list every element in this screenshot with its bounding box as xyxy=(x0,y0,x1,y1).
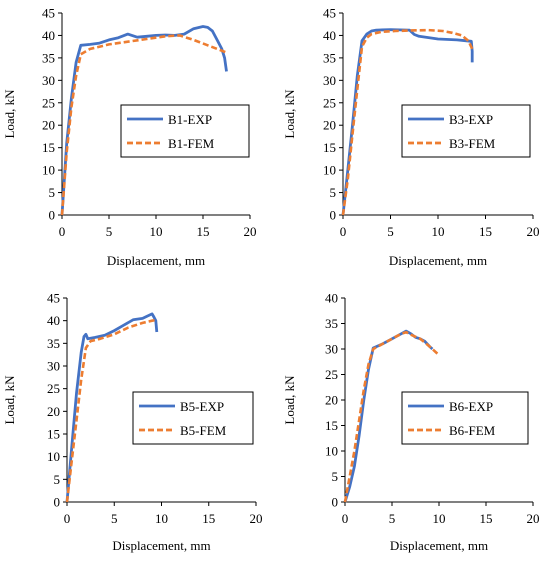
x-tick-label: 20 xyxy=(527,224,540,239)
chart-panel-1: 0 5 10 15 20 25 30 35 40 45 0 5 10 15 20 Displacement, … xyxy=(2,6,257,269)
x-axis-label: Displacement, mm xyxy=(390,538,488,553)
y-tick-label: 5 xyxy=(49,185,56,200)
legend: B1-EXP B1-FEM xyxy=(120,104,250,158)
y-tick-label: 35 xyxy=(323,50,336,65)
y-tick-label: 10 xyxy=(42,163,55,178)
series-line-b5-fem xyxy=(65,318,158,503)
y-axis-label: Load, kN xyxy=(282,89,297,139)
legend-label: B5-EXP xyxy=(180,399,224,414)
y-tick-label: 20 xyxy=(323,118,336,133)
x-tick-label: 20 xyxy=(527,511,540,526)
y-tick-label: 30 xyxy=(325,342,338,357)
y-tick-label: 10 xyxy=(47,449,60,464)
legend-label: B1-EXP xyxy=(168,112,212,127)
x-tick-label: 20 xyxy=(250,511,263,526)
x-tick-label: 10 xyxy=(432,224,445,239)
legend-label: B3-FEM xyxy=(449,136,496,151)
y-tick-label: 5 xyxy=(330,185,337,200)
legend-box xyxy=(401,391,529,445)
y-tick-label: 40 xyxy=(47,313,60,328)
x-tick-label: 10 xyxy=(155,511,168,526)
y-tick-label: 40 xyxy=(323,28,336,43)
legend: B3-EXP B3-FEM xyxy=(401,104,531,158)
y-tick-label: 35 xyxy=(325,316,338,331)
y-tick-label: 45 xyxy=(47,291,60,306)
y-tick-label: 35 xyxy=(47,336,60,351)
y-tick-label: 15 xyxy=(325,418,338,433)
chart-panel-4: 0 5 10 15 20 25 30 35 40 0 5 10 15 20 Displacement, mm… xyxy=(282,291,540,554)
y-tick-label: 40 xyxy=(325,291,338,306)
y-axis-label: Load, kN xyxy=(2,375,17,425)
series-line-b1-fem xyxy=(60,34,227,216)
y-tick-label: 25 xyxy=(325,367,338,382)
legend-label: B6-FEM xyxy=(449,423,496,438)
x-tick-label: 10 xyxy=(150,224,163,239)
y-axis-label: Load, kN xyxy=(2,89,17,139)
x-tick-label: 15 xyxy=(197,224,210,239)
series-line-b6-fem xyxy=(343,330,440,503)
x-tick-label: 5 xyxy=(111,511,118,526)
series-line-b5-exp xyxy=(65,312,159,503)
x-tick-label: 5 xyxy=(106,224,113,239)
y-tick-label: 20 xyxy=(47,404,60,419)
x-tick-label: 10 xyxy=(433,511,446,526)
y-tick-label: 40 xyxy=(42,28,55,43)
legend-label: B5-FEM xyxy=(180,423,227,438)
x-tick-label: 15 xyxy=(202,511,215,526)
y-tick-label: 5 xyxy=(332,469,339,484)
y-tick-label: 30 xyxy=(323,73,336,88)
y-tick-label: 25 xyxy=(42,95,55,110)
y-tick-label: 25 xyxy=(47,381,60,396)
y-tick-label: 30 xyxy=(42,73,55,88)
y-tick-label: 45 xyxy=(323,6,336,21)
y-axis-label: Load, kN xyxy=(282,375,297,425)
y-tick-label: 5 xyxy=(54,472,61,487)
y-tick-label: 25 xyxy=(323,95,336,110)
x-tick-label: 0 xyxy=(340,224,347,239)
legend-box xyxy=(401,104,531,158)
legend-label: B3-EXP xyxy=(449,112,493,127)
y-tick-label: 45 xyxy=(42,6,55,21)
legend-box xyxy=(120,104,250,158)
legend: B6-EXP B6-FEM xyxy=(401,391,529,445)
y-tick-label: 0 xyxy=(49,208,56,223)
x-axis-label: Displacement, mm xyxy=(389,253,487,268)
series-line-b3-fem xyxy=(341,28,474,216)
y-tick-label: 0 xyxy=(332,495,339,510)
chart-panel-2: 0 5 10 15 20 25 30 35 40 45 0 5 10 15 20 Displacement, … xyxy=(282,6,540,269)
y-tick-label: 10 xyxy=(323,163,336,178)
y-tick-label: 15 xyxy=(323,140,336,155)
chart-panel-3: 0 5 10 15 20 25 30 35 40 45 0 5 10 15 20 Displacement, … xyxy=(2,291,263,554)
legend-label: B6-EXP xyxy=(449,399,493,414)
y-tick-label: 0 xyxy=(54,495,61,510)
x-tick-label: 5 xyxy=(389,511,396,526)
x-tick-label: 0 xyxy=(64,511,71,526)
legend: B5-EXP B5-FEM xyxy=(132,391,254,445)
y-tick-label: 10 xyxy=(325,444,338,459)
x-axis-label: Displacement, mm xyxy=(112,538,210,553)
series-line-b1-exp xyxy=(60,25,228,216)
y-tick-label: 20 xyxy=(325,393,338,408)
legend-box xyxy=(132,391,254,445)
y-tick-label: 15 xyxy=(47,427,60,442)
x-tick-label: 0 xyxy=(59,224,66,239)
y-tick-label: 15 xyxy=(42,140,55,155)
y-tick-label: 30 xyxy=(47,359,60,374)
x-axis-label: Displacement, mm xyxy=(107,253,205,268)
y-tick-label: 20 xyxy=(42,118,55,133)
x-tick-label: 15 xyxy=(480,511,493,526)
x-tick-label: 0 xyxy=(342,511,349,526)
x-tick-label: 15 xyxy=(479,224,492,239)
x-tick-label: 5 xyxy=(387,224,394,239)
x-tick-label: 20 xyxy=(244,224,257,239)
y-tick-label: 0 xyxy=(330,208,337,223)
legend-label: B1-FEM xyxy=(168,136,215,151)
y-tick-label: 35 xyxy=(42,50,55,65)
